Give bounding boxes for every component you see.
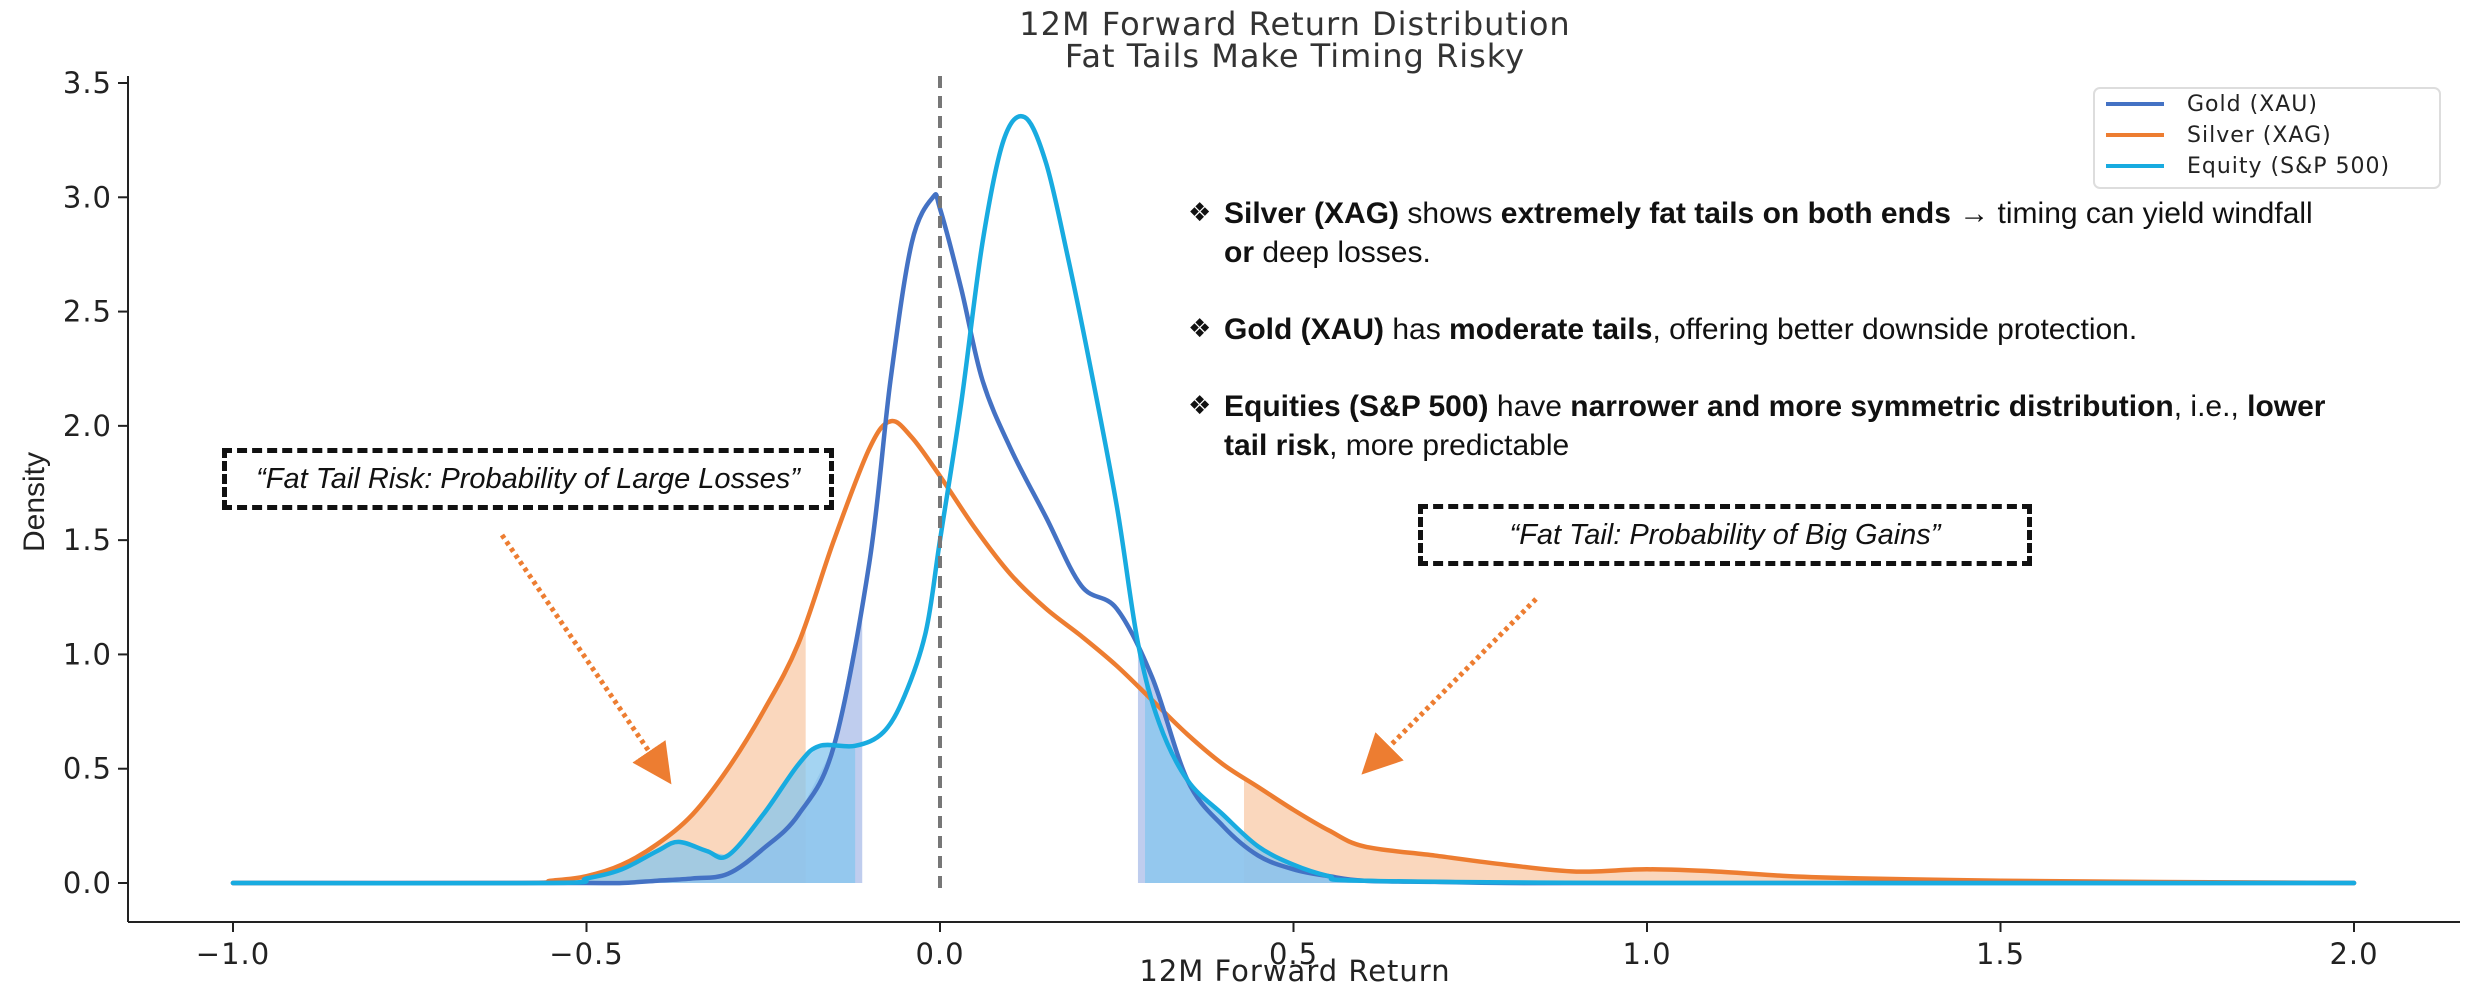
x-axis-label: 12M Forward Return xyxy=(1139,954,1450,984)
y-tick-label: 2.5 xyxy=(63,295,112,329)
series-lines-layer xyxy=(230,114,2357,886)
y-tick-label: 1.5 xyxy=(63,523,112,557)
note-equities: ❖ Equities (S&P 500) have narrower and m… xyxy=(1188,387,2348,465)
x-tick-label: −1.0 xyxy=(196,937,270,971)
commentary-notes: ❖ Silver (XAG) shows extremely fat tails… xyxy=(1188,194,2348,503)
note-text-run: → timing can yield windfall xyxy=(1950,197,2313,230)
diamond-bullet-icon: ❖ xyxy=(1188,314,1212,344)
x-tick-label: 1.0 xyxy=(1622,937,1671,971)
note-emphasis: Silver (XAG) xyxy=(1224,197,1400,230)
note-text-run: , i.e., xyxy=(2173,390,2248,423)
legend-label-equity: Equity (S&P 500) xyxy=(2187,154,2390,179)
note-emphasis: lower tail risk xyxy=(1224,390,2326,462)
equity-density-line xyxy=(230,114,2357,886)
note-emphasis: Gold (XAU) xyxy=(1224,313,1384,346)
note-text-run: deep losses. xyxy=(1254,236,1431,269)
fat-tail-gain-callout: “Fat Tail: Probability of Big Gains” xyxy=(1418,504,2032,566)
x-tick-label: 1.5 xyxy=(1976,937,2025,971)
note-gold: ❖ Gold (XAU) has moderate tails, offerin… xyxy=(1188,310,2348,349)
note-text-run: , more predictable xyxy=(1329,429,1570,462)
note-emphasis: narrower and more symmetric distribution xyxy=(1570,390,2174,423)
y-tick-label: 2.0 xyxy=(63,409,112,443)
y-tick-label: 3.0 xyxy=(63,180,112,214)
y-ticks: 0.0 0.5 1.0 1.5 2.0 2.5 3.0 3.5 xyxy=(63,66,128,900)
silver-tail-shade-right xyxy=(1244,777,2354,883)
legend-label-silver: Silver (XAG) xyxy=(2187,123,2332,148)
y-axis-label: Density xyxy=(18,452,51,552)
chart-subtitle: Fat Tails Make Timing Risky xyxy=(1065,37,1525,75)
note-equities-text: Equities (S&P 500) have narrower and mor… xyxy=(1224,387,2348,465)
x-tick-label: −0.5 xyxy=(549,937,623,971)
silver-tail-shade-left xyxy=(515,622,806,883)
note-silver-text: Silver (XAG) shows extremely fat tails o… xyxy=(1224,194,2348,272)
y-tick-label: 0.0 xyxy=(63,866,112,900)
x-ticks: −1.0 −0.5 0.0 0.5 1.0 1.5 2.0 xyxy=(196,922,2378,971)
x-tick-label: 0.5 xyxy=(1269,937,1318,971)
right-callout-arrow xyxy=(1361,597,1538,775)
y-tick-label: 1.0 xyxy=(63,637,112,671)
note-emphasis: or xyxy=(1224,236,1254,269)
note-text-run: , offering better downside protection. xyxy=(1652,313,2138,346)
legend: Gold (XAU) Silver (XAG) Equity (S&P 500) xyxy=(2093,87,2441,189)
x-tick-label: 0.0 xyxy=(915,937,964,971)
tail-shading-layer xyxy=(515,599,2354,884)
y-tick-label: 3.5 xyxy=(63,66,112,100)
y-tick-label: 0.5 xyxy=(63,752,112,786)
note-emphasis: Equities (S&P 500) xyxy=(1224,390,1489,423)
note-text-run: shows xyxy=(1399,197,1501,230)
diamond-bullet-icon: ❖ xyxy=(1188,391,1212,421)
silver-density-line xyxy=(230,418,2357,886)
note-silver: ❖ Silver (XAG) shows extremely fat tails… xyxy=(1188,194,2348,272)
legend-label-gold: Gold (XAU) xyxy=(2187,92,2318,117)
diamond-bullet-icon: ❖ xyxy=(1188,198,1212,228)
chart-title: 12M Forward Return Distribution xyxy=(1019,5,1570,43)
fat-tail-loss-callout: “Fat Tail Risk: Probability of Large Los… xyxy=(222,448,834,510)
note-emphasis: moderate tails xyxy=(1449,313,1653,346)
note-gold-text: Gold (XAU) has moderate tails, offering … xyxy=(1224,310,2137,349)
left-callout-arrow xyxy=(499,533,672,785)
x-tick-label: 2.0 xyxy=(2329,937,2378,971)
legend-box xyxy=(2093,87,2441,189)
note-emphasis: extremely fat tails on both ends xyxy=(1500,197,1951,230)
note-text-run: have xyxy=(1488,390,1571,423)
note-text-run: has xyxy=(1383,313,1450,346)
